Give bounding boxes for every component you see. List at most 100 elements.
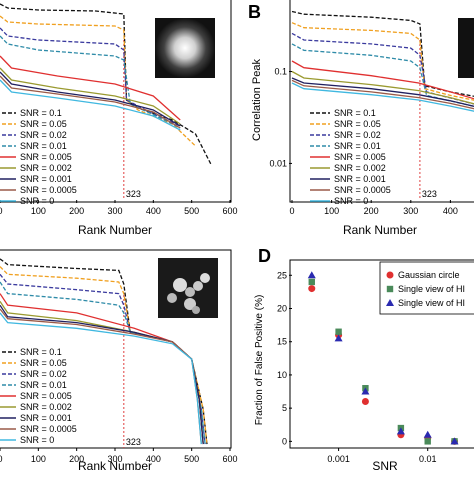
series-line-6 [0,304,204,445]
y-tick-label: 0.1 [274,67,287,77]
panel-c-plot: 323 [0,258,208,448]
legend-marker [386,271,394,279]
panel-a: 323 0 100 200 300 400 500 600 Rank Number SNR … [0,0,238,237]
series-line-8 [0,312,202,445]
legend-entry: SNR = 0.01 [334,141,381,151]
panel-b-y-ticks: 0.1 0.01 [269,67,292,168]
x-tick-label: 0.01 [419,454,437,464]
series-line-7 [0,75,181,129]
legend-entry: SNR = 0.005 [334,152,386,162]
legend-entry: SNR = 0.0005 [334,185,391,195]
y-tick-label: 0 [282,436,287,446]
legend-entry: SNR = 0.0005 [20,185,77,195]
legend-entry: SNR = 0 [20,435,54,445]
x-tick-label: 500 [184,206,199,216]
legend-entry: SNR = 0.02 [334,130,381,140]
panel-c: 323 0 100 200 300 400 500 600 Rank Number SNR … [0,249,238,473]
legend-entry: SNR = 0.002 [334,163,386,173]
legend-entry: SNR = 0 [20,196,54,206]
y-tick-label: 25 [277,270,287,280]
series-line-3 [0,35,181,129]
legend-entry: SNR = 0.01 [20,141,67,151]
x-tick-label: 300 [403,206,418,216]
legend-entry: SNR = 0.005 [20,152,72,162]
series-line-2 [0,27,181,127]
scatter-point-square [335,328,342,335]
series-line-4 [0,55,181,121]
legend-entry: SNR = 0.1 [20,347,62,357]
legend-entry: SNR = 0.1 [20,108,62,118]
panel-c-x-ticks: 0 100 200 300 400 500 600 [0,448,238,464]
series-line-8 [291,82,474,112]
panel-b-frame [289,0,474,203]
panel-a-x-label: Rank Number [78,223,152,237]
legend-entry: SNR = 0.001 [20,413,72,423]
reference-line-label: 323 [126,189,141,199]
panel-d-legend: Gaussian circle Single view of HI Single v… [379,261,474,315]
legend-entry: SNR = 0.0005 [20,424,77,434]
series-line-6 [0,71,181,127]
x-tick-label: 600 [222,206,237,216]
legend-box [379,261,474,315]
legend-entry: SNR = 0.002 [20,402,72,412]
reference-line-label: 323 [422,189,437,199]
legend-entry: SNR = 0.05 [334,119,381,129]
gaussian-circle-image [155,18,215,78]
x-tick-label: 400 [146,206,161,216]
x-tick-label: 100 [31,206,46,216]
scatter-point-square [424,438,431,445]
panel-d-x-ticks: 0.001 0.01 [327,448,436,464]
x-tick-label: 0 [0,454,3,464]
legend-entry: SNR = 0.001 [334,174,386,184]
panel-d-frame [289,259,474,449]
legend-entry: SNR = 0.1 [334,108,376,118]
panel-a-plot: 323 [0,3,212,200]
panel-b: B 323 0 100 200 300 400 0.10.01 Rank Number … [248,0,474,237]
legend-entry: SNR = 0.05 [20,358,67,368]
x-tick-label: 0 [289,206,294,216]
legend-entry: SNR = 0.02 [20,130,67,140]
scatter-point-circle [308,285,316,293]
legend-entry: Single view of HI [398,284,465,294]
scatter-point-triangle [361,387,370,395]
x-tick-label: 100 [31,454,46,464]
panel-b-plot: 323 [291,10,474,200]
y-tick-label: 15 [277,337,287,347]
x-tick-label: 500 [184,454,199,464]
scatter-point-triangle [423,430,432,438]
series-line-5 [0,67,181,125]
panel-d-y-ticks: 0 5 10 15 20 25 [277,270,292,446]
series-line-6 [291,77,474,108]
panel-d-plot [307,271,459,445]
legend-entry: SNR = 0.001 [20,174,72,184]
legend-entry: SNR = 0.05 [20,119,67,129]
legend-entry: SNR = 0 [334,196,368,206]
panel-d-y-label: Fraction of False Positive (%) [254,295,265,426]
x-tick-label: 300 [107,206,122,216]
scatter-point-triangle [450,437,459,445]
scatter-point-triangle [307,271,316,279]
panel-c-x-label: Rank Number [78,459,152,473]
three-arm-particle-image [158,258,218,318]
legend-entry: Single view of HI [398,298,465,308]
series-line-1 [0,266,208,445]
series-line-7 [291,79,474,110]
legend-marker [386,299,394,306]
series-line-3 [291,43,474,108]
x-tick-label: 0 [0,206,3,216]
x-tick-label: 200 [69,206,84,216]
panel-d-x-label: SNR [372,459,398,473]
x-tick-label: 400 [443,206,458,216]
reference-line-label: 323 [126,437,141,447]
x-tick-label: 400 [146,454,161,464]
panel-d-label: D [258,246,271,266]
legend-entry: SNR = 0.002 [20,163,72,173]
panel-b-x-ticks: 0 100 200 300 400 [289,200,458,216]
legend-marker [386,285,394,293]
x-tick-label: 600 [222,454,237,464]
scatter-point-triangle [396,427,405,435]
